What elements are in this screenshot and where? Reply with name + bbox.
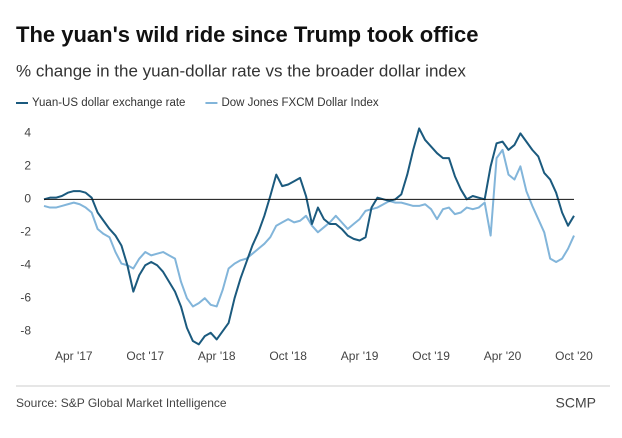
chart-subtitle: % change in the yuan-dollar rate vs the … [16,61,466,80]
series-line [43,148,575,308]
chart-title: The yuan's wild ride since Trump took of… [16,22,478,47]
legend-label: Dow Jones FXCM Dollar Index [221,97,378,109]
y-tick-label: 0 [24,191,31,205]
source: Source: S&P Global Market Intelligence [16,396,227,410]
y-tick-label: -6 [20,290,31,304]
x-tick-label: Oct '17 [126,349,164,363]
x-tick-label: Oct '20 [555,349,593,363]
legend-label: Yuan-US dollar exchange rate [32,97,185,109]
y-tick-label: -8 [20,323,31,337]
y-tick-label: -4 [20,257,31,271]
x-tick-label: Apr '19 [341,349,379,363]
x-tick-label: Apr '18 [198,349,236,363]
x-tick-label: Apr '17 [55,349,93,363]
x-tick-label: Apr '20 [484,349,522,363]
y-tick-label: 4 [24,126,31,140]
y-tick-label: 2 [24,159,31,173]
x-tick-label: Oct '18 [269,349,307,363]
credit: SCMP [556,395,596,411]
x-tick-label: Oct '19 [412,349,450,363]
series-line [43,127,575,346]
y-tick-label: -2 [20,224,31,238]
